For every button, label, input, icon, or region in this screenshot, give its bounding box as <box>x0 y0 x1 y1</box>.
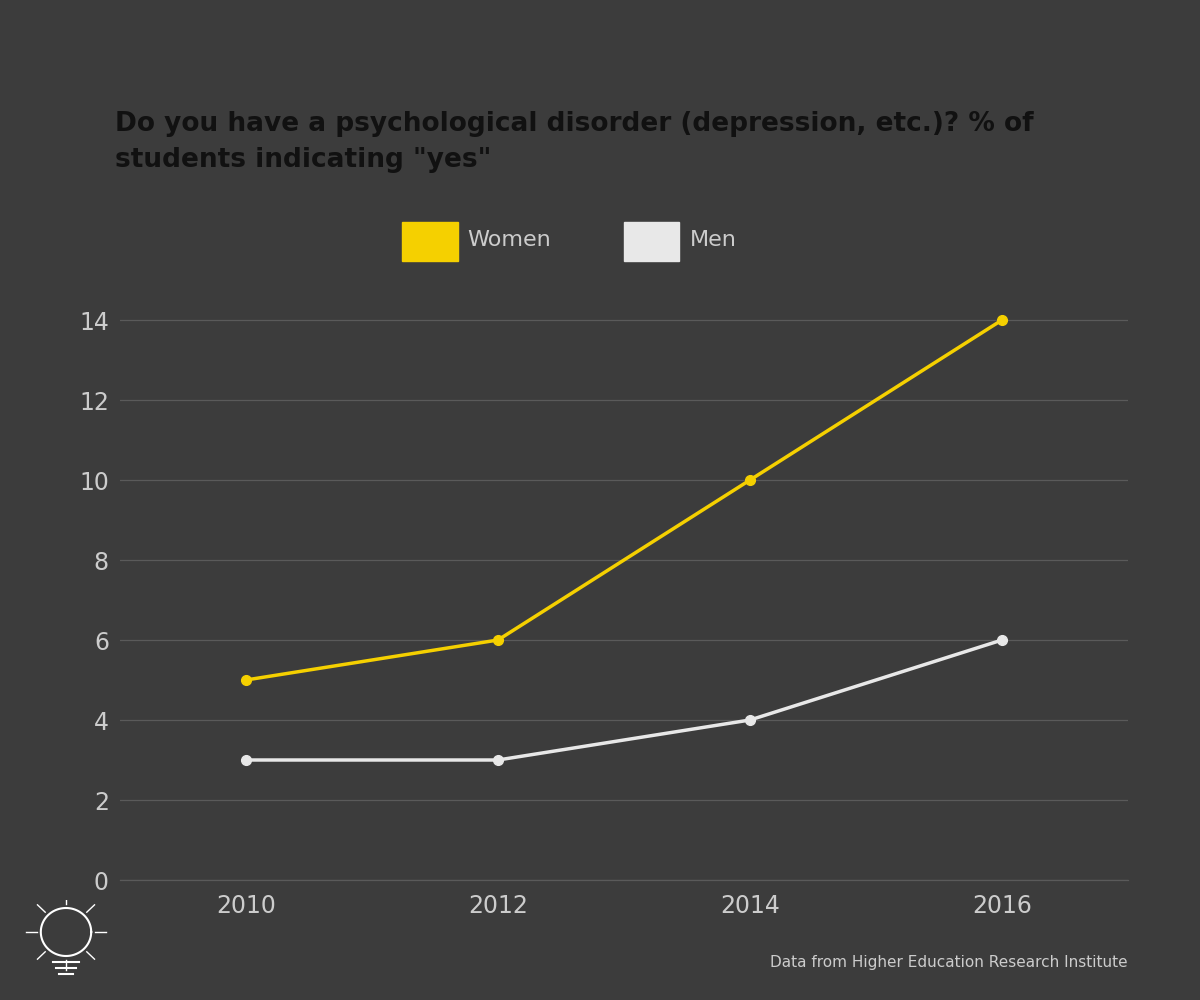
Text: Women: Women <box>468 230 552 250</box>
FancyBboxPatch shape <box>624 222 679 261</box>
Text: Data from Higher Education Research Institute: Data from Higher Education Research Inst… <box>770 955 1128 970</box>
FancyBboxPatch shape <box>402 222 457 261</box>
Text: Do you have a psychological disorder (depression, etc.)? % of
students indicatin: Do you have a psychological disorder (de… <box>115 111 1033 173</box>
Text: Men: Men <box>690 230 737 250</box>
